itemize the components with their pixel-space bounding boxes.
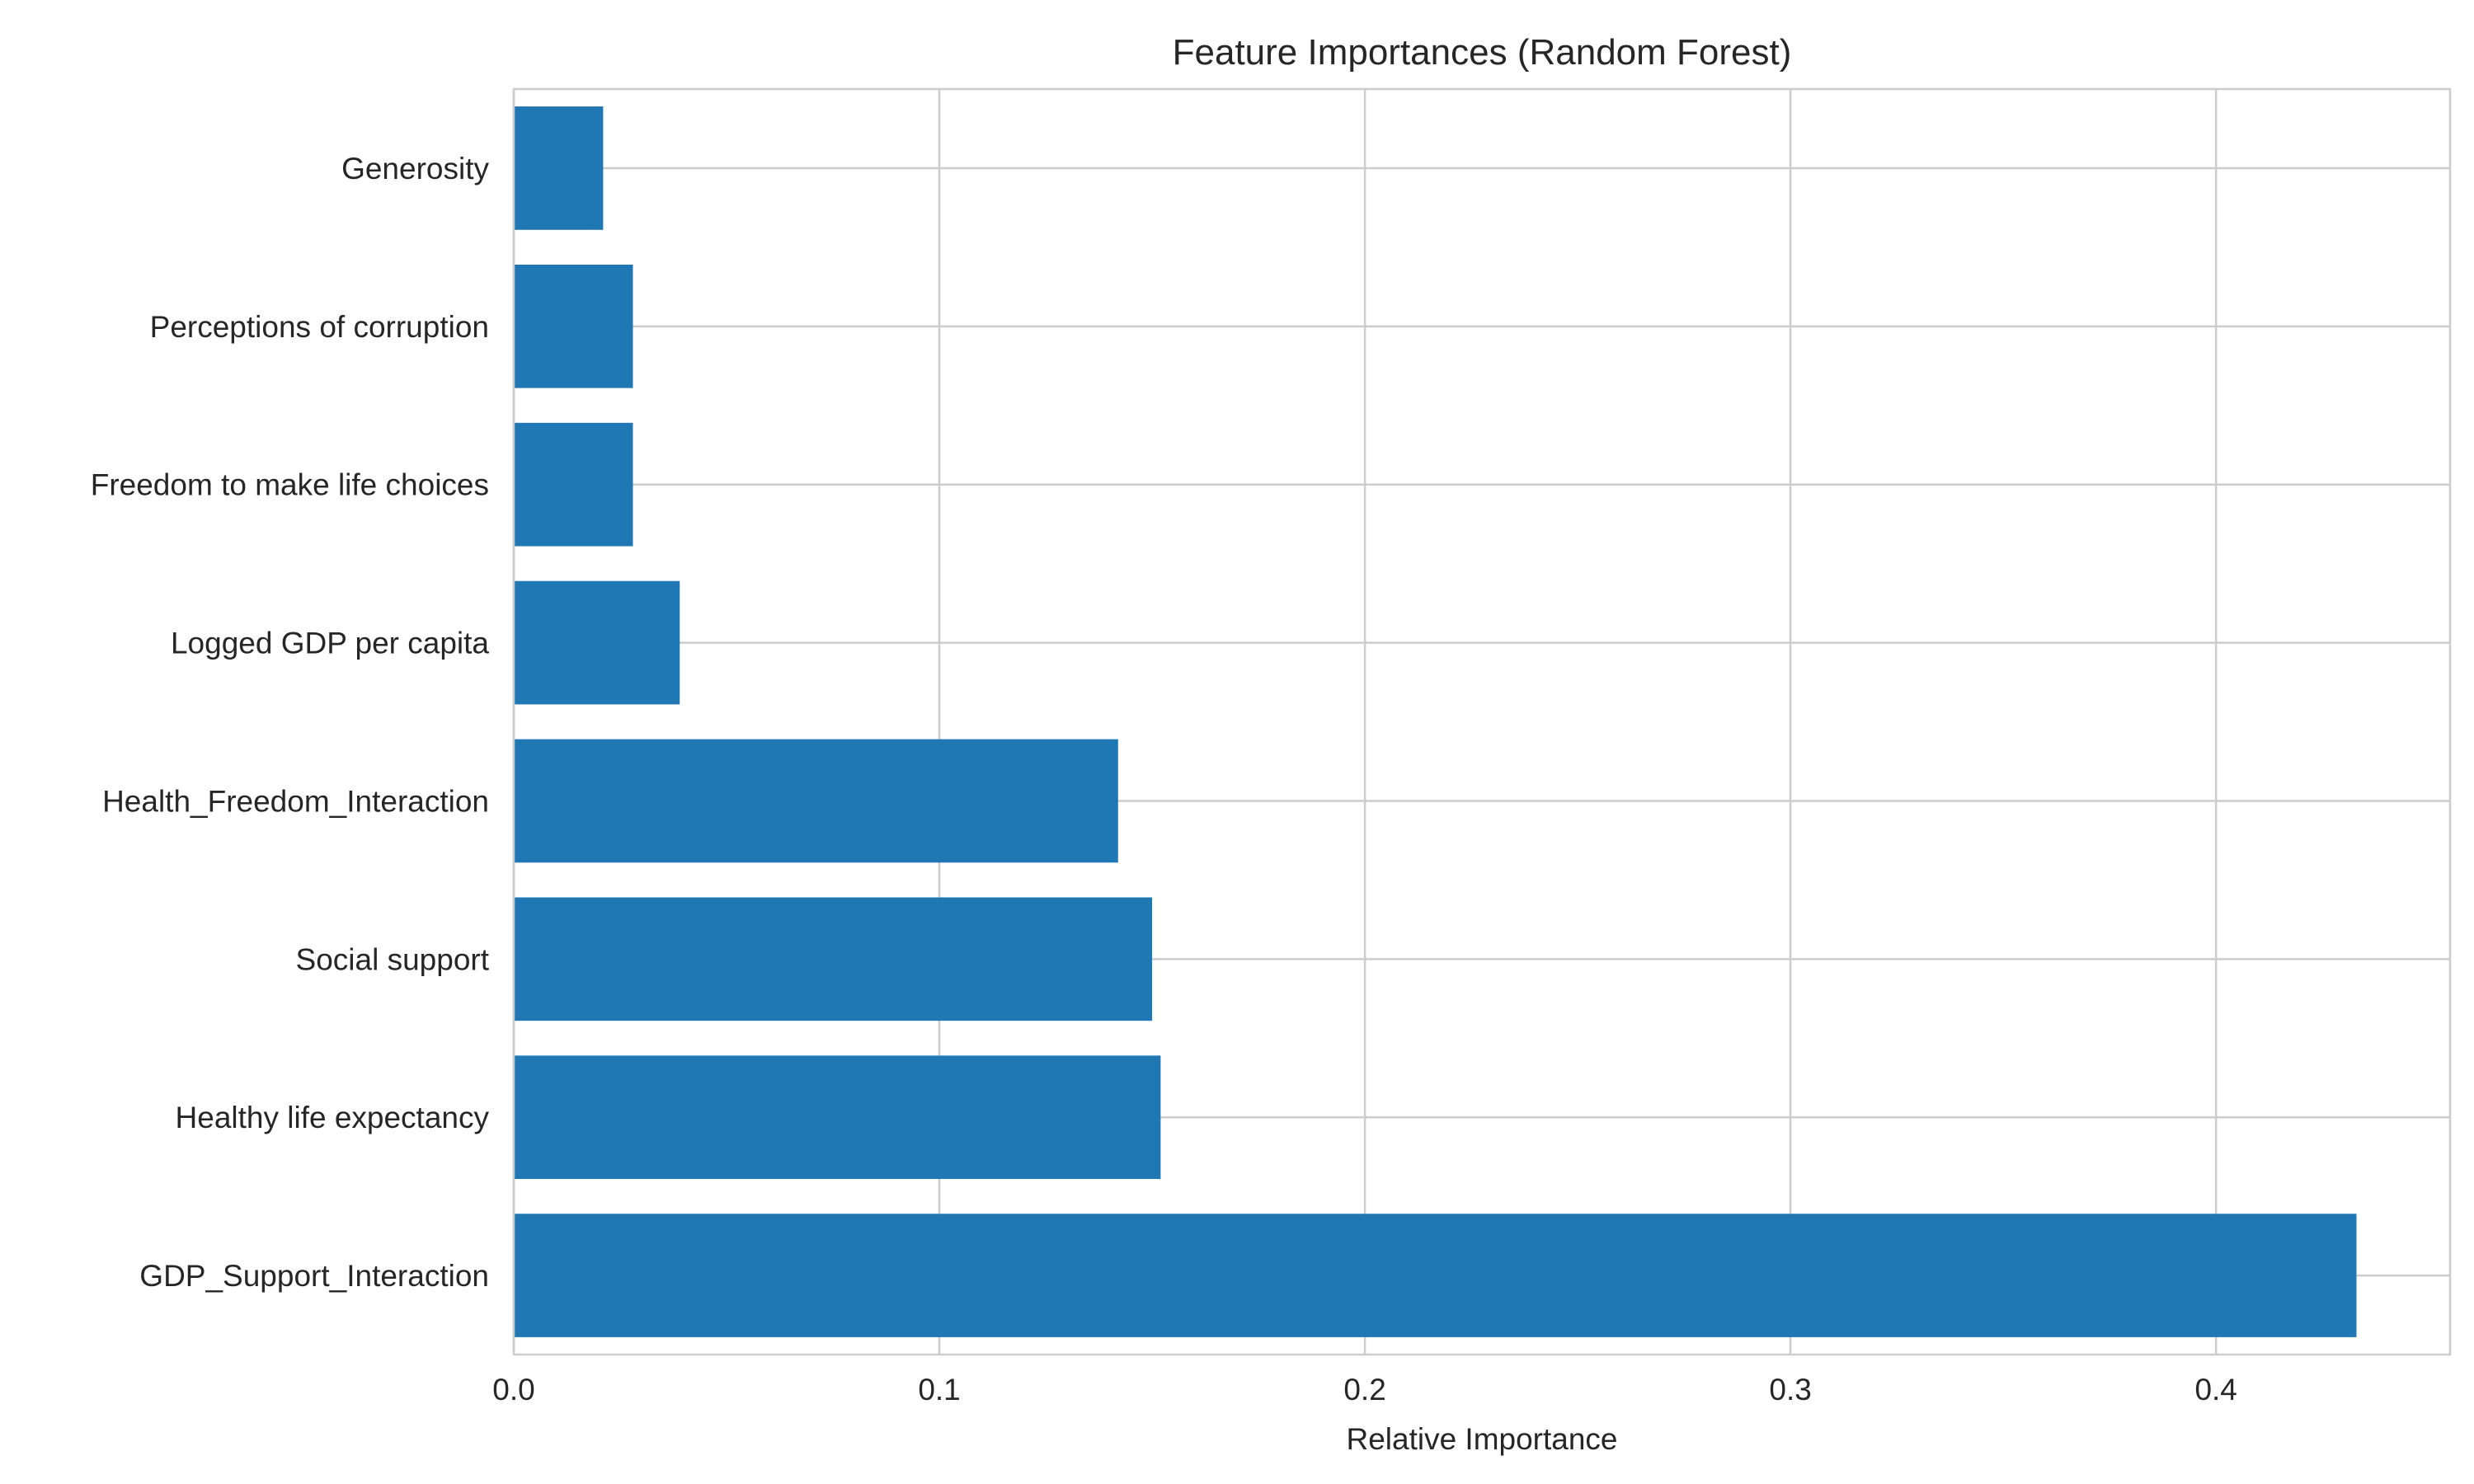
y-tick-label: Healthy life expectancy <box>176 1101 490 1134</box>
bar <box>514 264 633 388</box>
y-tick-label: Logged GDP per capita <box>171 627 489 660</box>
x-tick-label: 0.2 <box>1343 1373 1385 1407</box>
plot-frame <box>512 87 2452 1356</box>
bar <box>514 580 680 705</box>
bar <box>514 897 1153 1021</box>
y-tick-labels: GDP_Support_Interaction Healthy life expe… <box>91 152 490 1293</box>
x-tick-label: 0.4 <box>2194 1373 2236 1407</box>
y-tick-label: GDP_Support_Interaction <box>139 1259 489 1293</box>
x-tick-label: 0.1 <box>918 1373 960 1407</box>
bar <box>514 106 604 230</box>
x-axis-label: Relative Importance <box>1346 1422 1617 1456</box>
bar <box>514 1055 1161 1180</box>
x-tick-label: 0.3 <box>1769 1373 1811 1407</box>
bars <box>514 106 2357 1337</box>
x-tick-label: 0.0 <box>492 1373 534 1407</box>
y-tick-label: Generosity <box>341 152 489 186</box>
y-tick-label: Social support <box>296 942 490 976</box>
y-tick-label: Health_Freedom_Interaction <box>102 784 489 818</box>
y-tick-label: Perceptions of corruption <box>150 310 489 344</box>
bar <box>514 1214 2357 1337</box>
bar <box>514 739 1118 863</box>
y-tick-label: Freedom to make life choices <box>91 468 489 502</box>
bar <box>514 422 633 547</box>
x-tick-labels: 0.0 0.1 0.2 0.3 0.4 <box>492 1373 2237 1407</box>
chart-title: Feature Importances (Random Forest) <box>1173 32 1792 73</box>
